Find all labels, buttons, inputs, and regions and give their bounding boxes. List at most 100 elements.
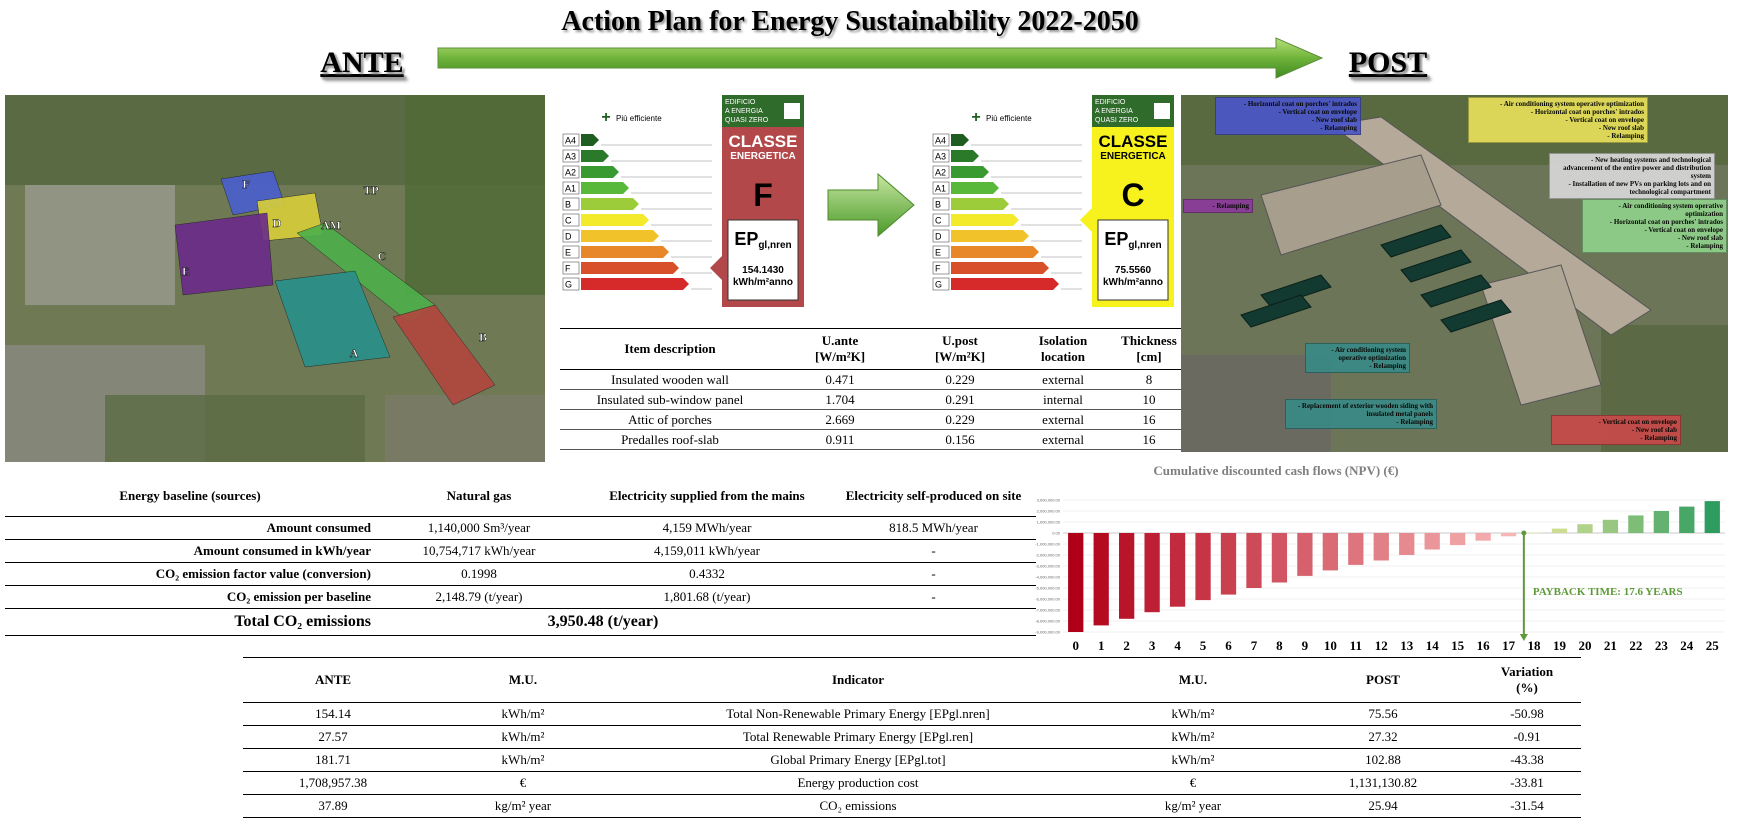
class-name: A4: [565, 136, 576, 146]
x-tick-label: 20: [1578, 638, 1591, 653]
ep-main: EP: [734, 229, 758, 249]
class-box: [932, 197, 950, 211]
cell: 10: [1106, 389, 1192, 410]
map-label: C: [378, 249, 387, 263]
class-name: C: [935, 216, 942, 226]
cell: 154.14: [243, 702, 423, 726]
class-name: A4: [935, 136, 946, 146]
annotation-line: - Relamping: [1212, 202, 1249, 210]
cell: 25.94: [1293, 794, 1473, 818]
row: 154.14 kWh/m² Total Non-Renewable Primary …: [243, 702, 1581, 726]
header: Action Plan for Energy Sustainability 20…: [320, 6, 1427, 79]
y-tick-label: 1,000,000.00: [1037, 520, 1061, 525]
class-box: [562, 133, 580, 147]
annotation: - Horizontal coat on porches' intrados - …: [1215, 97, 1361, 135]
badge-text: A ENERGIA: [1095, 108, 1133, 115]
cell: kg/m² year: [423, 794, 623, 818]
class-box: [562, 277, 580, 291]
cell: 0.911: [780, 429, 900, 450]
efficiency-label: Più efficiente: [986, 114, 1032, 123]
annotation-line: - Replacement of exterior wooden siding …: [1297, 402, 1433, 418]
class-arrow: [581, 214, 649, 226]
class-box: [932, 229, 950, 243]
class-box: [932, 133, 950, 147]
class-name: A1: [935, 184, 946, 194]
header-cell: Indicator: [623, 657, 1093, 703]
class-arrow: [581, 262, 679, 274]
class-name: E: [935, 248, 941, 258]
class-name: A3: [565, 152, 576, 162]
bar: [1577, 524, 1593, 533]
bar: [1399, 533, 1415, 555]
cell: 0.471: [780, 369, 900, 390]
cell: 0.291: [900, 389, 1020, 410]
cell: 181.71: [243, 748, 423, 772]
x-tick-label: 6: [1225, 638, 1232, 653]
class-arrow: [951, 182, 999, 194]
cell: 102.88: [1293, 748, 1473, 772]
annotation-line: - Installation of new PVs on parking lot…: [1568, 180, 1711, 196]
y-tick-label: 0.00: [1052, 531, 1061, 536]
class-letter: F: [753, 177, 773, 213]
ind-table: ANTE M.U. Indicator M.U. POST Variation (%) 15…: [243, 657, 1581, 818]
cell: -33.81: [1473, 771, 1581, 795]
x-tick-label: 24: [1680, 638, 1694, 653]
isolation-table-wrap: Item description U.ante [W/m²K] U.post [W/…: [560, 328, 1192, 450]
class-name: B: [565, 200, 571, 210]
cell: kWh/m²: [423, 702, 623, 726]
cell: 10,754,717 kWh/year: [375, 539, 583, 563]
header-cell: Variation (%): [1473, 657, 1581, 703]
cell: 1,801.68 (t/year): [583, 585, 831, 609]
progress-arrow: [437, 37, 1324, 79]
class-name: B: [935, 200, 941, 210]
pv-panel: [1380, 224, 1452, 258]
class-arrow: [581, 166, 619, 178]
bar: [1475, 533, 1491, 541]
x-tick-label: 23: [1655, 638, 1669, 653]
header-cell: Electricity self-produced on site: [831, 476, 1036, 517]
cell: Global Primary Energy [EPgl.tot]: [623, 748, 1093, 772]
cell: -0.91: [1473, 725, 1581, 749]
aerial-post: - Horizontal coat on porches' intrados - …: [1181, 95, 1728, 452]
class-name: E: [565, 248, 571, 258]
cell: 8: [1106, 369, 1192, 390]
annotation: - Air conditioning system operative opti…: [1305, 343, 1410, 373]
header-cell: Natural gas: [375, 476, 583, 517]
x-tick-label: 9: [1302, 638, 1309, 653]
bar: [1220, 533, 1237, 595]
x-tick-label: 14: [1426, 638, 1440, 653]
ep-box: [727, 219, 799, 301]
total-value: 3,950.48 (t/year): [375, 608, 831, 636]
cell: 4,159 MWh/year: [583, 516, 831, 540]
bar: [1653, 511, 1669, 533]
cell: €: [1093, 771, 1293, 795]
header-cell: M.U.: [1093, 657, 1293, 703]
x-tick-label: 16: [1477, 638, 1491, 653]
bar: [1348, 533, 1364, 565]
class-box: [932, 165, 950, 179]
class-box: [932, 261, 950, 275]
cell: 0.229: [900, 409, 1020, 430]
class-box: [562, 245, 580, 259]
post-label: POST: [1349, 46, 1427, 79]
header-cell: Item description: [560, 328, 780, 370]
efficiency-label: Più efficiente: [616, 114, 662, 123]
row: Amount consumed 1,140,000 Sm³/year 4,159 M…: [5, 516, 1036, 540]
class-arrow: [581, 134, 599, 146]
annotation-line: - Vertical coat on envelope: [1644, 226, 1723, 234]
class-name: G: [565, 280, 572, 290]
y-tick-label: -5,000,000.00: [1035, 586, 1060, 591]
payback-point: [1521, 530, 1527, 536]
annotation-line: - Relamping: [1607, 132, 1644, 140]
x-tick-label: 3: [1149, 638, 1156, 653]
cell: CO₂ emission factor value (conversion): [5, 562, 375, 586]
badge-text: QUASI ZERO: [1095, 117, 1139, 124]
indicator-table-wrap: ANTE M.U. Indicator M.U. POST Variation (%) 15…: [243, 657, 1581, 818]
y-tick-label: -4,000,000.00: [1035, 575, 1060, 580]
class-name: F: [935, 264, 941, 274]
x-tick-label: 15: [1451, 638, 1465, 653]
ante-label: ANTE: [320, 46, 403, 79]
classe: CLASSE: [729, 132, 798, 151]
cell: Attic of porches: [560, 409, 780, 430]
